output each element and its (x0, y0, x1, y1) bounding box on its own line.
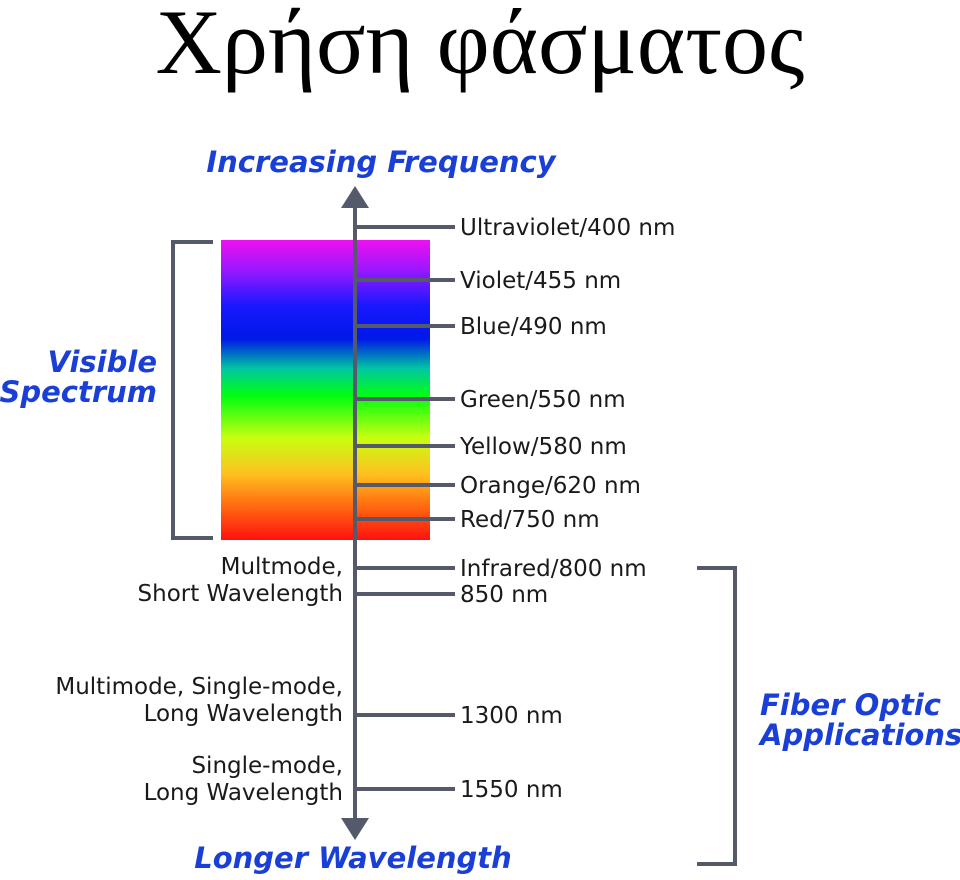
wavelength-label: 1300 nm (460, 703, 563, 729)
wavelength-label: Blue/490 nm (460, 314, 607, 340)
visible-spectrum-bracket (171, 240, 213, 540)
wavelength-label: Ultraviolet/400 nm (460, 215, 675, 241)
arrow-up-icon (341, 186, 369, 208)
fiber-optic-label-line1: Fiber Optic (760, 688, 941, 722)
wavelength-label: Red/750 nm (460, 507, 600, 533)
wavelength-ticks (355, 225, 455, 791)
application-label: Short Wavelength (138, 581, 343, 607)
fiber-optic-label-line2: Applications (758, 718, 960, 752)
wavelength-label: Infrared/800 nm (460, 556, 647, 582)
wavelength-label: Orange/620 nm (460, 473, 641, 499)
application-label: Long Wavelength (144, 780, 343, 806)
application-label: Multmode, (221, 554, 343, 580)
increasing-frequency-label: Increasing Frequency (206, 145, 556, 179)
longer-wavelength-label: Longer Wavelength (194, 841, 512, 875)
application-label: Single-mode, (191, 753, 343, 779)
application-label: Long Wavelength (144, 701, 343, 727)
visible-spectrum-label-line1: Visible (48, 345, 157, 379)
page-title: Χρήση φάσματος (155, 0, 805, 93)
wavelength-label: 850 nm (460, 582, 548, 608)
visible-spectrum-bar (221, 240, 430, 540)
wavelength-label: Violet/455 nm (460, 268, 621, 294)
visible-spectrum-label-line2: Spectrum (0, 375, 157, 409)
fiber-optic-bracket (697, 566, 737, 866)
wavelength-label: Green/550 nm (460, 387, 626, 413)
wavelength-label: Yellow/580 nm (459, 434, 627, 460)
wavelength-label: 1550 nm (460, 777, 563, 803)
arrow-down-icon (341, 818, 369, 840)
application-label: Multimode, Single-mode, (55, 674, 343, 700)
